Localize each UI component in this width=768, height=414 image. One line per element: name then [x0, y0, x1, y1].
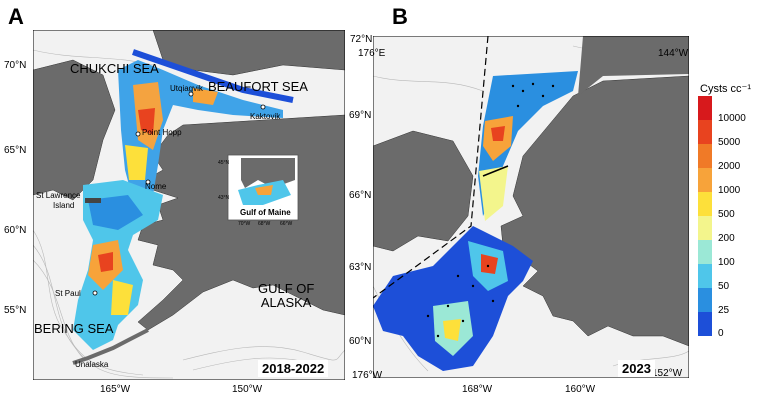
- legend-level: 0: [718, 328, 724, 339]
- inset-lon-tick: 68°W: [258, 221, 271, 227]
- legend-title: Cysts cc⁻¹: [700, 83, 752, 95]
- lat-tick: 63°N: [349, 262, 372, 273]
- place-st-lawrence-island: Island: [53, 201, 75, 210]
- panel-a-map: [33, 30, 345, 380]
- lat-tick: 69°N: [349, 110, 372, 121]
- corner-tick: 176°W: [352, 370, 383, 381]
- legend-colorbar: [698, 96, 712, 336]
- inset-lat-tick: 45°N: [218, 160, 230, 166]
- inset-label: Gulf of Maine: [240, 208, 291, 217]
- lon-tick: 160°W: [565, 384, 596, 395]
- place-st-paul: St Paul: [55, 289, 81, 298]
- legend-level: 25: [718, 305, 730, 316]
- legend-swatch: [698, 288, 712, 312]
- sea-label-bering: BERING SEA: [34, 321, 114, 336]
- lat-tick: 60°N: [4, 225, 27, 236]
- place-utqiagvik: Utqiagvik: [170, 84, 203, 93]
- corner-tick: 72°N: [350, 34, 373, 45]
- legend-level: 2000: [718, 161, 741, 172]
- sea-label-gulf-of-alaska: GULF OF ALASKA: [258, 282, 314, 310]
- panel-a-letter: A: [8, 4, 24, 29]
- panel-b-letter: B: [392, 4, 408, 29]
- legend-level: 100: [718, 257, 735, 268]
- sea-label-line: GULF OF: [258, 281, 315, 296]
- legend-swatch: [698, 240, 712, 264]
- legend-level: 10000: [718, 113, 746, 124]
- legend-swatch: [698, 120, 712, 144]
- inset-lat-tick: 43°N: [218, 195, 230, 201]
- corner-tick: 152°W: [652, 368, 683, 379]
- lat-tick: 66°N: [349, 190, 372, 201]
- corner-tick: 176°E: [358, 48, 386, 59]
- corner-tick: 144°W: [658, 48, 689, 59]
- legend-level: 5000: [718, 137, 741, 148]
- panel-b-map: [373, 36, 689, 378]
- legend-level: 1000: [718, 185, 741, 196]
- lon-tick: 150°W: [232, 384, 263, 395]
- years-label-a: 2018-2022: [258, 360, 329, 377]
- legend-level: 200: [718, 233, 735, 244]
- sea-label-line: ALASKA: [260, 295, 312, 310]
- legend-level: 500: [718, 209, 735, 220]
- place-unalaska: Unalaska: [75, 360, 109, 369]
- place-st-lawrence: St Lawrence: [36, 191, 81, 200]
- legend-swatch: [698, 312, 712, 336]
- legend-swatch: [698, 168, 712, 192]
- place-nome: Nome: [145, 182, 167, 191]
- lat-tick: 70°N: [4, 60, 27, 71]
- lat-tick: 60°N: [349, 336, 372, 347]
- legend-level: 50: [718, 281, 730, 292]
- inset-lon-tick: 70°W: [238, 221, 251, 227]
- legend-swatch: [698, 192, 712, 216]
- lat-tick: 65°N: [4, 145, 27, 156]
- sea-label-beaufort: BEAUFORT SEA: [208, 79, 308, 94]
- sea-label-chukchi: CHUKCHI SEA: [70, 61, 159, 76]
- legend-swatch: [698, 216, 712, 240]
- lon-tick: 168°W: [462, 384, 493, 395]
- lat-tick: 55°N: [4, 305, 27, 316]
- years-label-b: 2023: [618, 360, 655, 377]
- legend-swatch: [698, 264, 712, 288]
- legend-swatch: [698, 144, 712, 168]
- lon-tick: 165°W: [100, 384, 131, 395]
- place-point-hopp: Point Hopp: [142, 128, 182, 137]
- legend-swatch: [698, 96, 712, 120]
- inset-lon-tick: 66°W: [280, 221, 293, 227]
- place-kaktovik: Kaktovik: [250, 112, 281, 121]
